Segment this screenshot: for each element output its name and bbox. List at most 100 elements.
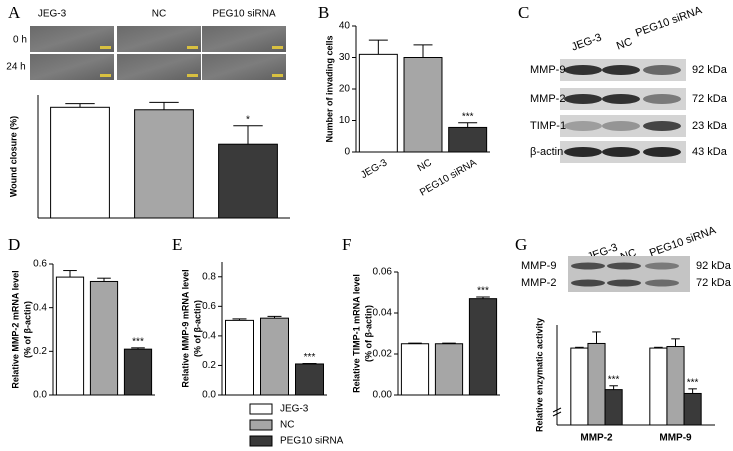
- panel-letter: D: [8, 235, 20, 254]
- blot-band: [564, 94, 602, 104]
- blot-band: [643, 147, 681, 157]
- y-axis-label: (% of β-actin): [363, 305, 373, 362]
- y-tick-label: 0.2: [33, 346, 47, 357]
- bar: [358, 53, 398, 153]
- x-tick-label: NC: [416, 157, 434, 174]
- significance: ***: [132, 336, 144, 347]
- significance: ***: [304, 352, 316, 363]
- x-tick-label: MMP-2: [580, 433, 613, 444]
- column-label: JEG-3: [570, 32, 603, 54]
- band-label: TIMP-1: [530, 120, 566, 132]
- bar: [225, 319, 254, 396]
- y-tick-label: 0.6: [202, 301, 216, 312]
- y-tick-label: 0.02: [373, 349, 393, 360]
- bar: [666, 346, 685, 426]
- y-tick-label: 0.06: [373, 267, 393, 278]
- panel-letter: F: [342, 235, 351, 254]
- zymo-band: [607, 262, 641, 270]
- scale-bar: [100, 74, 111, 77]
- row-label: 24 h: [6, 62, 25, 73]
- bar: [55, 276, 85, 396]
- bar: [89, 280, 119, 396]
- y-axis-label: Relative MMP-2 mRNA level: [10, 270, 20, 388]
- zymogram: [568, 256, 690, 292]
- blot-band: [602, 147, 640, 157]
- panel-letter: G: [515, 235, 527, 254]
- bar: [448, 126, 488, 153]
- scale-bar: [272, 74, 283, 77]
- significance: *: [246, 114, 250, 125]
- significance: ***: [608, 374, 620, 385]
- bar: [587, 342, 606, 426]
- bar: [50, 106, 110, 219]
- x-tick-label: MMP-9: [659, 433, 692, 444]
- bar: [434, 343, 464, 396]
- bar: [570, 347, 589, 426]
- y-tick-label: 0.00: [373, 390, 393, 401]
- x-tick-label: JEG-3: [359, 157, 389, 181]
- y-axis-label: (% of β-actin): [192, 300, 202, 357]
- blot-band: [643, 94, 681, 104]
- bar: [683, 392, 702, 426]
- scale-bar: [187, 46, 198, 49]
- bar: [403, 57, 443, 153]
- legend-label: PEG10 siRNA: [280, 436, 344, 447]
- legend-swatch: [249, 435, 273, 447]
- y-tick-label: 0: [344, 147, 350, 158]
- zymo-band: [571, 262, 605, 270]
- scale-bar: [272, 46, 283, 49]
- legend-label: NC: [280, 420, 294, 431]
- bar: [218, 143, 278, 219]
- band-size: 23 kDa: [692, 120, 728, 132]
- blot-band: [643, 121, 681, 131]
- band-label: MMP-9: [530, 64, 565, 76]
- band-size: 92 kDa: [692, 64, 728, 76]
- blot-row: [560, 115, 686, 137]
- legend-label: JEG-3: [280, 404, 309, 415]
- column-label: PEG10 siRNA: [648, 224, 718, 259]
- zymo-band: [645, 262, 679, 270]
- bar: [260, 317, 289, 396]
- band-size: 72 kDa: [696, 277, 732, 289]
- significance: ***: [687, 377, 699, 388]
- y-tick-label: 10: [339, 115, 351, 126]
- blot-band: [564, 65, 602, 75]
- y-tick-label: 30: [339, 52, 351, 63]
- bar: [604, 389, 623, 426]
- bar: [123, 348, 153, 396]
- band-size: 72 kDa: [692, 93, 728, 105]
- y-axis-label: (% of β-actin): [22, 301, 32, 358]
- band-label: MMP-2: [521, 277, 556, 289]
- panel-letter: B: [318, 3, 329, 22]
- panel-letter: E: [172, 235, 182, 254]
- zymo-band: [571, 279, 605, 287]
- y-axis-label: Relative TIMP-1 mRNA level: [351, 274, 361, 393]
- panel-letter: A: [8, 3, 21, 22]
- y-axis-label: Relative MMP-9 mRNA level: [180, 269, 190, 387]
- bar: [134, 109, 194, 219]
- blot-band: [643, 65, 681, 75]
- scale-bar: [100, 46, 111, 49]
- column-label: JEG-3: [38, 9, 67, 20]
- y-tick-label: 0.8: [202, 271, 216, 282]
- blot-band: [564, 147, 602, 157]
- blot-band: [602, 94, 640, 104]
- y-tick-label: 0.0: [202, 390, 216, 401]
- y-tick-label: 0.6: [33, 259, 47, 270]
- significance: ***: [462, 111, 474, 122]
- y-tick-label: 0.0: [33, 390, 47, 401]
- y-axis-label: Number of invading cells: [324, 35, 334, 142]
- band-label: β-actin: [530, 146, 563, 158]
- bar: [295, 363, 324, 396]
- y-axis-label: Relative enzymatic activity: [534, 318, 544, 432]
- band-size: 92 kDa: [696, 260, 732, 272]
- band-label: MMP-2: [530, 93, 565, 105]
- bar: [468, 298, 498, 396]
- significance: ***: [477, 286, 489, 297]
- blot-band: [602, 65, 640, 75]
- legend-swatch: [249, 403, 273, 415]
- y-tick-label: 0.2: [202, 360, 216, 371]
- band-size: 43 kDa: [692, 146, 728, 158]
- band-label: MMP-9: [521, 260, 556, 272]
